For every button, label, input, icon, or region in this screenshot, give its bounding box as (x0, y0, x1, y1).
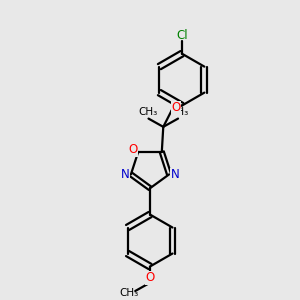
Text: N: N (121, 169, 129, 182)
Text: CH₃: CH₃ (138, 107, 158, 117)
Text: CH₃: CH₃ (169, 107, 188, 117)
Text: O: O (146, 271, 155, 284)
Text: N: N (171, 169, 179, 182)
Text: O: O (128, 143, 137, 156)
Text: Cl: Cl (176, 29, 188, 42)
Text: O: O (171, 101, 181, 114)
Text: CH₃: CH₃ (119, 288, 138, 298)
